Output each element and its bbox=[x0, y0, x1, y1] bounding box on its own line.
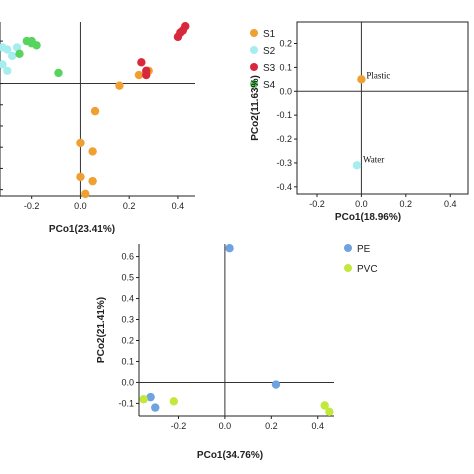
data-point-s2 bbox=[3, 45, 12, 54]
data-point-s1 bbox=[115, 81, 124, 90]
legend-marker-s3 bbox=[250, 63, 258, 71]
x-tick-label: 0.2 bbox=[265, 421, 278, 431]
y-tick-label: 0.1 bbox=[121, 356, 134, 366]
data-point-pvc bbox=[169, 397, 179, 406]
y-tick-label: 0.0 bbox=[279, 86, 292, 96]
x-tick-label: 0.4 bbox=[311, 421, 324, 431]
data-point-plastic bbox=[357, 75, 366, 84]
y-tick-label: 0.4 bbox=[121, 294, 134, 304]
data-point-pe bbox=[146, 392, 155, 402]
y-tick-label: -0.3 bbox=[276, 158, 292, 168]
data-point-s4 bbox=[32, 41, 41, 50]
x-tick-label: -0.2 bbox=[171, 421, 187, 431]
plot-frame bbox=[296, 21, 469, 195]
data-point-s1 bbox=[90, 106, 100, 116]
x-axis-title: PCo1(18.96%) bbox=[335, 212, 401, 223]
x-axis-title: PCo1(34.76%) bbox=[197, 450, 263, 461]
data-point-s3 bbox=[137, 58, 146, 67]
y-axis-title: PCo2(21.41%) bbox=[96, 297, 107, 363]
x-tick-label: 0.2 bbox=[123, 201, 136, 211]
legend-label-s3: S3 bbox=[263, 63, 276, 74]
data-point-s2 bbox=[3, 66, 12, 76]
legend-marker-pvc bbox=[344, 264, 352, 272]
point-label-plastic: Plastic bbox=[366, 70, 390, 80]
data-point-water bbox=[352, 161, 362, 170]
data-point-pvc bbox=[139, 395, 148, 404]
y-tick-label: 0.2 bbox=[121, 335, 134, 345]
legend-marker-pe bbox=[344, 244, 352, 252]
chart-panel-1: -0.2 0.0 0.2 0.4 PCo1(23.41%) S1 S2 S3 S4 bbox=[0, 22, 276, 235]
data-point-pe bbox=[225, 243, 234, 253]
x-tick-label: -0.2 bbox=[309, 199, 325, 209]
y-axis-title: PCo2(11.63%) bbox=[250, 75, 261, 141]
x-tick-label: 0.0 bbox=[355, 199, 368, 209]
data-point-s4 bbox=[15, 49, 24, 59]
y-tick-label: 0.5 bbox=[121, 273, 134, 283]
data-point-s3 bbox=[142, 70, 151, 80]
legend-marker-s1 bbox=[250, 29, 258, 37]
y-tick-label: 0.6 bbox=[121, 252, 134, 262]
data-point-s3 bbox=[173, 32, 183, 42]
data-point-pvc bbox=[325, 407, 334, 417]
data-point-s1 bbox=[81, 189, 90, 199]
data-point-pvc bbox=[320, 401, 329, 410]
data-point-s2 bbox=[0, 60, 7, 69]
data-point-s1 bbox=[76, 138, 85, 148]
y-tick-label: -0.1 bbox=[118, 398, 134, 408]
point-label-water: Water bbox=[363, 154, 384, 164]
x-tick-label: -0.2 bbox=[24, 201, 40, 211]
legend-label-s1: S1 bbox=[263, 29, 276, 40]
legend-marker-s2 bbox=[250, 46, 258, 54]
x-tick-label: 0.0 bbox=[219, 421, 232, 431]
y-tick-label: 0.2 bbox=[279, 39, 292, 49]
x-tick-label: 0.4 bbox=[172, 201, 185, 211]
legend-label-s2: S2 bbox=[263, 46, 276, 57]
data-point-s1 bbox=[88, 147, 97, 156]
chart-panel-3: -0.2 0.0 0.2 0.4 0.6 0.5 0.4 0.3 0.2 0.1 0.0 -0.1 PC… bbox=[96, 243, 378, 461]
data-point-s1 bbox=[76, 172, 85, 182]
y-tick-label: 0.0 bbox=[121, 377, 134, 387]
data-point-s2 bbox=[12, 43, 22, 52]
y-tick-label: 0.3 bbox=[121, 315, 134, 325]
y-tick-label: -0.1 bbox=[276, 110, 292, 120]
legend-label-pvc: PVC bbox=[357, 264, 378, 275]
x-tick-label: 0.0 bbox=[74, 201, 87, 211]
x-tick-label: 0.2 bbox=[400, 199, 413, 209]
data-point-pe bbox=[271, 380, 281, 389]
x-axis-title: PCo1(23.41%) bbox=[49, 224, 115, 235]
data-point-pe bbox=[151, 403, 160, 412]
data-point-s2 bbox=[7, 51, 17, 61]
data-point-s1 bbox=[134, 70, 144, 80]
legend-label-pe: PE bbox=[357, 244, 371, 255]
y-tick-label: -0.2 bbox=[276, 134, 292, 144]
y-tick-label: 0.1 bbox=[279, 62, 292, 72]
chart-panel-2: -0.2 0.0 0.2 0.4 0.2 0.1 0.0 -0.1 -0.2 -0.3 -0.4 PC… bbox=[250, 21, 469, 223]
data-point-s1 bbox=[88, 176, 97, 186]
y-tick-label: -0.4 bbox=[276, 182, 292, 192]
x-tick-label: 0.4 bbox=[444, 199, 457, 209]
legend-label-s4: S4 bbox=[263, 80, 276, 91]
legend-marker-s4 bbox=[250, 80, 258, 88]
data-point-s4 bbox=[54, 68, 63, 78]
